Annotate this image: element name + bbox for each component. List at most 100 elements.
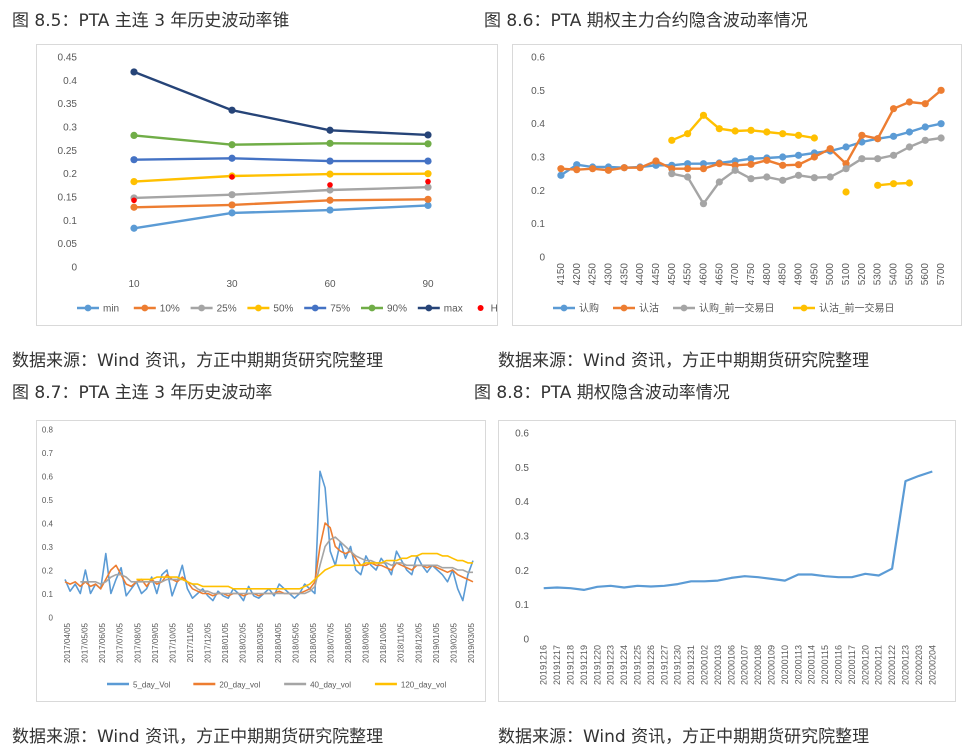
x-tick-label: 2018/07/05 <box>326 622 335 663</box>
x-tick-label: 4450 <box>651 263 662 286</box>
x-tick-label: 20200107 <box>740 645 750 685</box>
x-tick-label: 4700 <box>730 263 741 286</box>
y-tick-label: 0.4 <box>515 497 529 508</box>
data-point <box>763 156 771 164</box>
x-tick-label: 20191231 <box>686 645 696 685</box>
x-tick-label: 20191216 <box>539 645 549 685</box>
data-point <box>130 156 138 164</box>
chart-panel-iv-main-contract: 0 0.1 0.2 0.3 0.4 0.5 0.6 4150 4200 4250 4300 4350 4… <box>512 44 962 326</box>
data-point <box>826 173 834 181</box>
data-point <box>424 201 432 209</box>
data-point <box>130 203 138 211</box>
x-tick-label: 2018/06/05 <box>309 622 318 663</box>
x-tick-label: 20200121 <box>874 645 884 685</box>
legend-label: 120_day_vol <box>401 681 447 690</box>
chart-iv-trend: 0 0.1 0.2 0.3 0.4 0.5 0.6 20191216 20191217 20191… <box>515 429 937 686</box>
y-tick-label: 0.45 <box>58 53 78 64</box>
data-point <box>937 134 945 142</box>
x-tick-label: 20191220 <box>592 645 602 685</box>
data-point <box>810 174 818 182</box>
data-point <box>652 157 660 165</box>
y-tick-label: 0 <box>71 263 77 274</box>
chart-panel-hist-vol: 0 0.1 0.2 0.3 0.4 0.5 0.6 0.7 0.8 2017/04/05 2017/… <box>36 420 486 702</box>
y-tick-label: 0.05 <box>58 239 78 250</box>
y-tick-label: 0.4 <box>531 119 545 130</box>
x-tick-label: 2019/01/05 <box>432 622 441 663</box>
x-tick-label: 20200109 <box>767 645 777 685</box>
x-tick-label: 2017/11/05 <box>186 622 195 662</box>
data-point <box>684 130 692 138</box>
series-line <box>543 470 933 591</box>
x-tick-label: 4950 <box>809 263 820 286</box>
data-point <box>228 154 236 162</box>
data-point <box>937 120 945 128</box>
legend-label: 认购 <box>579 302 599 315</box>
legend-swatch-marker <box>680 304 688 312</box>
x-tick-label: 4800 <box>762 263 773 286</box>
x-tick-label: 2017/12/05 <box>204 622 213 663</box>
x-tick-label: 20200122 <box>887 645 897 685</box>
x-tick-label: 2018/05/05 <box>291 622 300 663</box>
data-point <box>684 160 692 168</box>
legend-swatch-marker <box>800 304 808 312</box>
data-point <box>858 155 866 163</box>
legend-swatch-marker <box>141 304 149 312</box>
legend-label: max <box>444 304 463 315</box>
y-tick-label: 0.3 <box>531 153 545 164</box>
data-point <box>699 165 708 173</box>
data-point <box>842 160 850 168</box>
x-tick-label: 60 <box>324 279 336 290</box>
data-point <box>424 140 432 148</box>
y-tick-label: 0.2 <box>531 186 545 197</box>
data-point <box>842 143 850 151</box>
x-tick-label: 5500 <box>904 263 915 286</box>
legend-swatch-marker <box>255 304 262 312</box>
data-point <box>715 125 723 133</box>
x-tick-label: 20191223 <box>606 645 616 685</box>
data-point <box>130 224 138 232</box>
series-line <box>671 136 942 205</box>
y-tick-label: 0.2 <box>515 566 529 577</box>
series-line <box>64 522 474 597</box>
x-tick-label: 20191227 <box>659 645 669 685</box>
x-tick-label: 2018/12/05 <box>414 622 423 663</box>
data-point <box>905 143 913 151</box>
legend-label: 40_day_vol <box>310 681 351 690</box>
data-point <box>921 100 929 108</box>
legend-label: min <box>103 304 119 315</box>
data-point <box>699 200 708 208</box>
data-point <box>874 135 882 143</box>
figure-caption-8-8: 图 8.8：PTA 期权隐含波动率情况 <box>474 383 730 403</box>
data-point <box>905 179 913 187</box>
x-tick-label: 20191225 <box>633 645 643 685</box>
data-point <box>842 165 850 173</box>
data-point <box>874 155 882 163</box>
data-point <box>425 178 431 185</box>
x-tick-label: 2018/10/05 <box>379 622 388 663</box>
y-tick-label: 0 <box>49 614 54 623</box>
legend-label: 20_day_vol <box>219 681 260 690</box>
x-tick-label: 20191218 <box>566 645 576 685</box>
data-point <box>684 165 692 173</box>
x-tick-label: 20200102 <box>700 645 710 685</box>
data-point <box>715 160 723 168</box>
x-tick-label: 5700 <box>936 263 947 286</box>
y-tick-label: 0.15 <box>58 193 78 204</box>
data-point <box>668 170 676 178</box>
series-line <box>136 552 473 590</box>
data-point <box>326 196 334 204</box>
legend-swatch-marker <box>368 304 376 312</box>
data-point <box>228 209 236 217</box>
y-tick-label: 0.3 <box>63 123 77 134</box>
x-tick-label: 2017/04/05 <box>63 622 72 663</box>
data-point <box>131 197 137 204</box>
y-tick-label: 0.4 <box>42 520 54 529</box>
data-point <box>228 201 236 209</box>
data-point <box>557 171 565 179</box>
legend-swatch-marker <box>560 304 568 312</box>
x-tick-label: 20200110 <box>780 645 790 684</box>
data-point <box>557 165 565 173</box>
series-line <box>671 114 910 187</box>
x-tick-label: 5400 <box>889 263 900 286</box>
series-line <box>133 70 429 137</box>
